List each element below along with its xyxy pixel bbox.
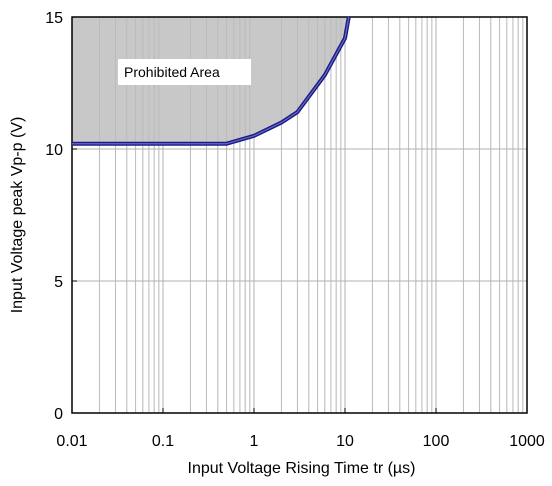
prohibited-area-annotation: Prohibited Area — [118, 59, 251, 85]
y-tick-label: 15 — [45, 10, 63, 27]
series-line-highlight — [72, 16, 350, 145]
gridlines-over-fill — [98, 17, 524, 413]
annotation-background — [118, 59, 251, 85]
y-tick-label: 10 — [45, 142, 63, 159]
x-tick-label: 100 — [423, 433, 450, 450]
y-axis-label: Input Voltage peak Vp-p (V) — [9, 117, 26, 314]
x-tick-label: 1000 — [509, 433, 545, 450]
x-tick-label: 0.01 — [56, 433, 87, 450]
annotation-label: Prohibited Area — [124, 64, 220, 80]
y-axis-ticks: 0 5 10 15 — [45, 10, 77, 423]
x-tick-label: 1 — [250, 433, 259, 450]
y-tick-label: 0 — [54, 406, 63, 423]
x-axis-ticks: 0.01 0.1 1 10 100 1000 — [56, 408, 545, 450]
x-tick-label: 10 — [336, 433, 354, 450]
x-tick-label: 0.1 — [152, 433, 174, 450]
y-tick-label: 5 — [54, 274, 63, 291]
plot-frame — [71, 16, 528, 414]
x-axis-label: Input Voltage Rising Time tr (µs) — [188, 460, 416, 477]
